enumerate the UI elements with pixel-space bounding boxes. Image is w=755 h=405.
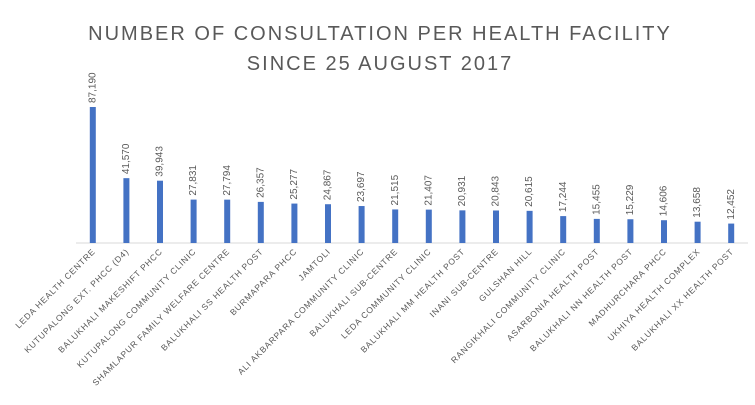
value-label: 13,658 [692, 187, 703, 218]
bar [89, 107, 96, 243]
bar [493, 210, 499, 243]
value-label: 25,277 [289, 169, 300, 200]
bar [291, 203, 298, 243]
bar [392, 209, 399, 243]
value-label: 21,407 [423, 175, 434, 206]
value-label: 27,794 [222, 165, 233, 196]
bar [257, 201, 264, 243]
value-label: 20,615 [524, 176, 535, 207]
bar [425, 209, 432, 243]
bar [694, 221, 701, 243]
value-label: 27,831 [188, 165, 199, 196]
value-label: 12,452 [726, 189, 737, 220]
value-label: 26,357 [255, 167, 266, 198]
bar [728, 223, 735, 243]
value-label: 24,867 [323, 169, 334, 200]
bar [358, 206, 365, 243]
bar [526, 210, 533, 243]
bar [123, 178, 130, 243]
value-label: 21,515 [390, 174, 401, 205]
value-label: 41,570 [121, 143, 132, 174]
x-tick-label: ALI AKBARPARA COMMUNITY CLINIC [236, 246, 366, 376]
chart-title: NUMBER OF CONSULTATION PER HEALTH FACILI… [88, 23, 672, 45]
bar [190, 199, 197, 243]
bar [224, 199, 231, 243]
bar [661, 220, 667, 243]
value-label: 20,843 [491, 175, 502, 206]
value-label: 39,943 [155, 146, 166, 177]
bar [560, 216, 567, 243]
bar [593, 218, 600, 243]
value-label: 23,697 [356, 171, 367, 202]
bar [325, 204, 331, 243]
value-label: 20,931 [457, 175, 468, 206]
bar [157, 180, 163, 243]
chart-subtitle: SINCE 25 AUGUST 2017 [247, 53, 513, 75]
value-label: 15,229 [625, 184, 636, 215]
value-label: 87,190 [87, 72, 98, 103]
value-label: 15,455 [591, 184, 602, 215]
value-label: 14,606 [659, 185, 670, 216]
value-label: 17,244 [558, 181, 569, 212]
x-tick-label: BURMAPARA PHCC [228, 246, 299, 317]
bar [459, 210, 466, 243]
x-tick-label: KUTUPALONG COMMUNITY CLINIC [75, 246, 198, 369]
bar [627, 219, 634, 243]
